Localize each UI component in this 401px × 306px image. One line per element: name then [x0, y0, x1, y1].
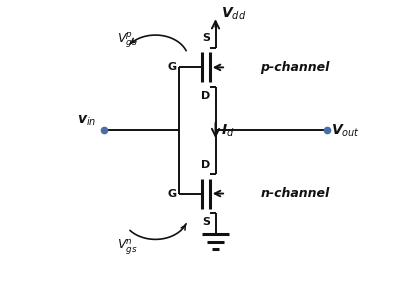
Text: S: S	[202, 217, 210, 227]
Text: V$^{n}_{gs}$: V$^{n}_{gs}$	[117, 238, 137, 257]
Text: V$_{out}$: V$_{out}$	[331, 122, 360, 139]
Text: p-channel: p-channel	[261, 61, 330, 74]
Text: I$_{d}$: I$_{d}$	[221, 122, 235, 139]
Text: n-channel: n-channel	[261, 187, 330, 200]
Text: S: S	[202, 33, 210, 43]
Text: V$^{p}_{gs}$: V$^{p}_{gs}$	[117, 31, 137, 50]
Text: G: G	[167, 62, 176, 73]
Text: G: G	[167, 188, 176, 199]
Text: V$_{dd}$: V$_{dd}$	[221, 6, 246, 22]
Text: D: D	[201, 160, 210, 170]
Text: D: D	[201, 91, 210, 100]
Text: v$_{in}$: v$_{in}$	[77, 114, 97, 128]
